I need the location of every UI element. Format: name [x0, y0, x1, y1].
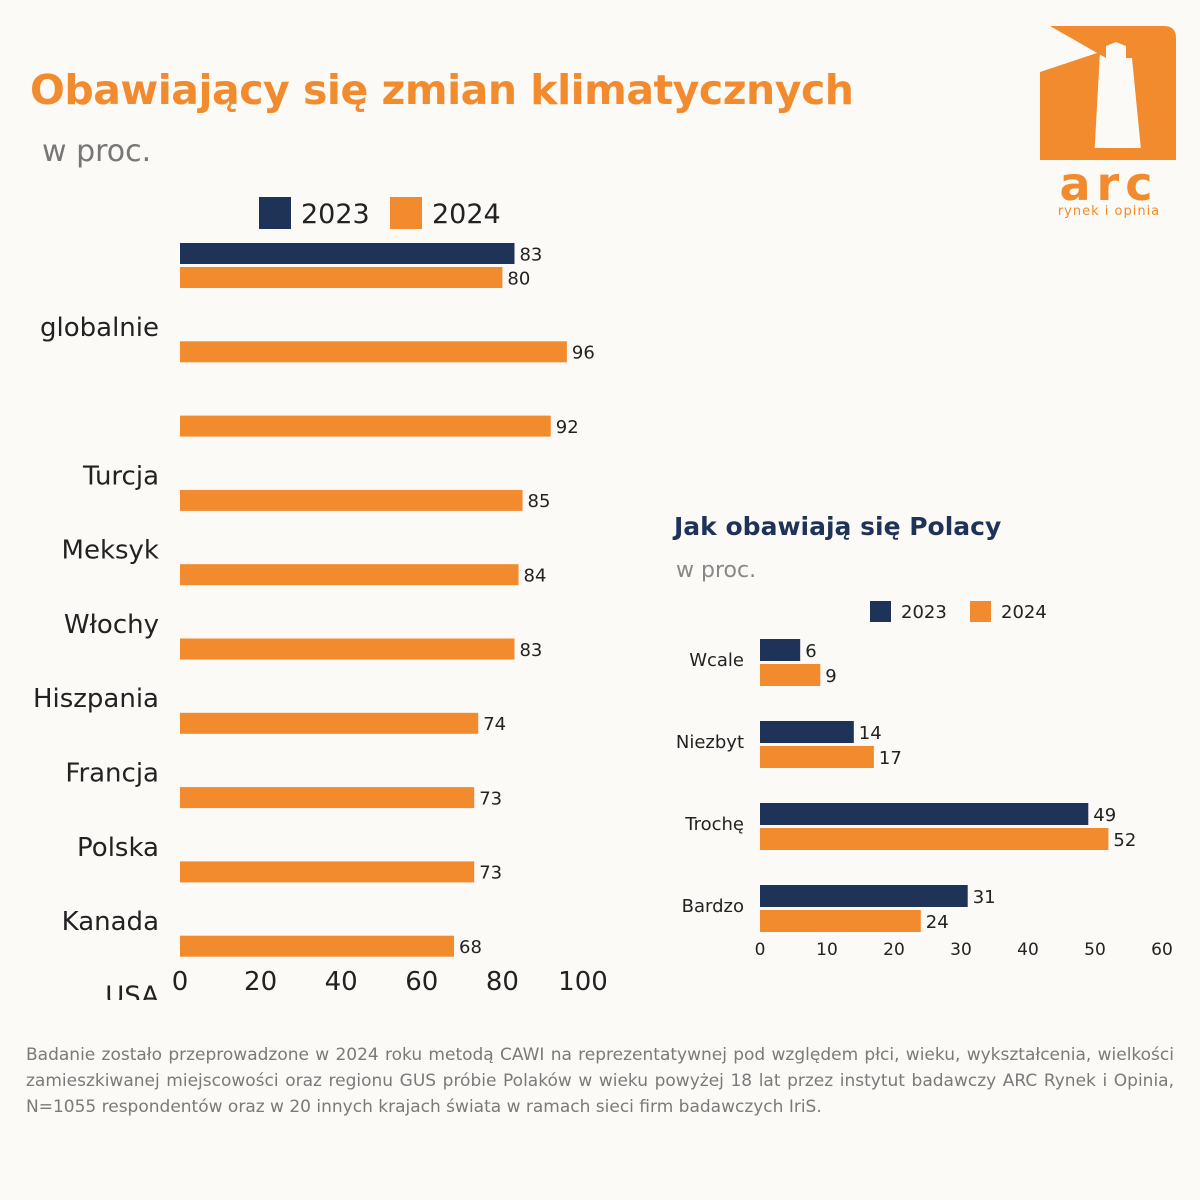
category-label-Francja: Francja: [65, 759, 159, 789]
category-label-globalnie: globalnie: [40, 313, 159, 343]
data-label-Turcja-2024: 96: [572, 343, 595, 364]
x-tick-20: 20: [883, 940, 905, 960]
data-label-USA-2024: 73: [479, 863, 502, 884]
data-label-Niezbyt-2024: 17: [879, 748, 902, 769]
category-label-USA: USA: [105, 981, 159, 1000]
x-tick-40: 40: [1017, 940, 1039, 960]
x-tick-10: 10: [816, 940, 838, 960]
x-tick-80: 80: [486, 967, 519, 997]
bar-Bardzo-2024: [760, 910, 921, 932]
bar-Australia-2024: [180, 935, 455, 957]
bar-Trochę-2024: [760, 828, 1109, 850]
bar-globalnie-2023: [180, 243, 515, 264]
chart-poland: 2023 2024 69 Wcale 14 17 Niezbyt 49 52 Trochę 31 24…: [676, 601, 1173, 960]
bar-Hiszpania-2024: [180, 564, 519, 586]
data-label-Meksyk-2024: 92: [556, 417, 579, 438]
bar-Niezbyt-2023: [760, 721, 854, 743]
x-tick-60: 60: [1151, 940, 1173, 960]
category-label-Niezbyt: Niezbyt: [676, 732, 744, 753]
footnote: Badanie zostało przeprowadzone w 2024 ro…: [26, 1045, 1174, 1117]
bar-Polska-2024: [180, 712, 479, 734]
legend-label-2024: 2024: [432, 199, 501, 230]
lighthouse-icon: [1040, 26, 1176, 160]
page-subtitle: w proc.: [42, 134, 152, 169]
data-label-Trochę-2023: 49: [1093, 805, 1116, 826]
legend-swatch-2024: [390, 197, 422, 229]
x-tick-0: 0: [172, 967, 189, 997]
category-label-Turcja: Turcja: [82, 461, 159, 491]
data-label-Hiszpania-2024: 84: [524, 566, 547, 587]
arc-logo: arc rynek i opinia: [1040, 26, 1176, 219]
category-label-Bardzo: Bardzo: [682, 896, 744, 917]
x-tick-50: 50: [1084, 940, 1106, 960]
data-label-Kanada-2024: 73: [479, 788, 502, 809]
x-tick-20: 20: [244, 967, 277, 997]
x-tick-0: 0: [755, 940, 766, 960]
poland-chart-subtitle: w proc.: [676, 558, 757, 583]
legend-swatch-2023: [259, 197, 291, 229]
logo-tagline: rynek i opinia: [1058, 204, 1160, 219]
data-label-Australia-2024: 68: [459, 937, 482, 958]
data-label-Francja-2024: 83: [519, 640, 542, 661]
bar-Włochy-2024: [180, 489, 523, 511]
logo-wordmark: arc: [1060, 157, 1159, 211]
chart-countries: 2023 2024 83 80 globalnie 96 Turcja 92 Meksyk 85 W…: [33, 197, 608, 1000]
legend-swatch-2023: [870, 601, 891, 622]
legend-label-2023: 2023: [901, 602, 947, 623]
data-label-Bardzo-2023: 31: [973, 887, 996, 908]
category-label-Meksyk: Meksyk: [62, 536, 159, 566]
bar-Wcale-2024: [760, 664, 821, 686]
bar-Wcale-2023: [760, 639, 801, 661]
data-label-Wcale-2024: 9: [825, 666, 836, 687]
bar-Meksyk-2024: [180, 415, 551, 437]
legend-label-2024: 2024: [1001, 602, 1047, 623]
category-label-Kanada: Kanada: [62, 907, 159, 937]
x-tick-40: 40: [325, 967, 358, 997]
category-label-Trochę: Trochę: [684, 814, 744, 835]
page-title: Obawiający się zmian klimatycznych: [30, 66, 854, 114]
x-tick-60: 60: [405, 967, 438, 997]
data-label-globalnie-2023: 83: [519, 244, 542, 265]
bar-Bardzo-2023: [760, 885, 968, 907]
poland-chart-title: Jak obawiają się Polacy: [674, 512, 1002, 541]
bar-USA-2024: [180, 861, 475, 883]
data-label-Bardzo-2024: 24: [926, 912, 949, 933]
bar-Francja-2024: [180, 638, 515, 660]
bar-globalnie-2024: [180, 267, 503, 288]
legend-swatch-2024: [970, 601, 991, 622]
bar-Kanada-2024: [180, 787, 475, 809]
data-label-Niezbyt-2023: 14: [859, 723, 882, 744]
bar-Trochę-2023: [760, 803, 1089, 825]
category-label-Wcale: Wcale: [689, 650, 744, 671]
data-label-Polska-2024: 74: [483, 714, 506, 735]
data-label-globalnie-2024: 80: [507, 268, 530, 289]
category-label-Hiszpania: Hiszpania: [33, 684, 159, 714]
bar-Niezbyt-2024: [760, 746, 874, 768]
data-label-Wcale-2023: 6: [805, 641, 816, 662]
data-label-Trochę-2024: 52: [1113, 830, 1136, 851]
bar-Turcja-2024: [180, 341, 567, 363]
legend-label-2023: 2023: [301, 199, 370, 230]
x-tick-30: 30: [950, 940, 972, 960]
data-label-Włochy-2024: 85: [528, 491, 551, 512]
category-label-Włochy: Włochy: [64, 610, 159, 640]
x-tick-100: 100: [558, 967, 608, 997]
category-label-Polska: Polska: [77, 833, 159, 863]
